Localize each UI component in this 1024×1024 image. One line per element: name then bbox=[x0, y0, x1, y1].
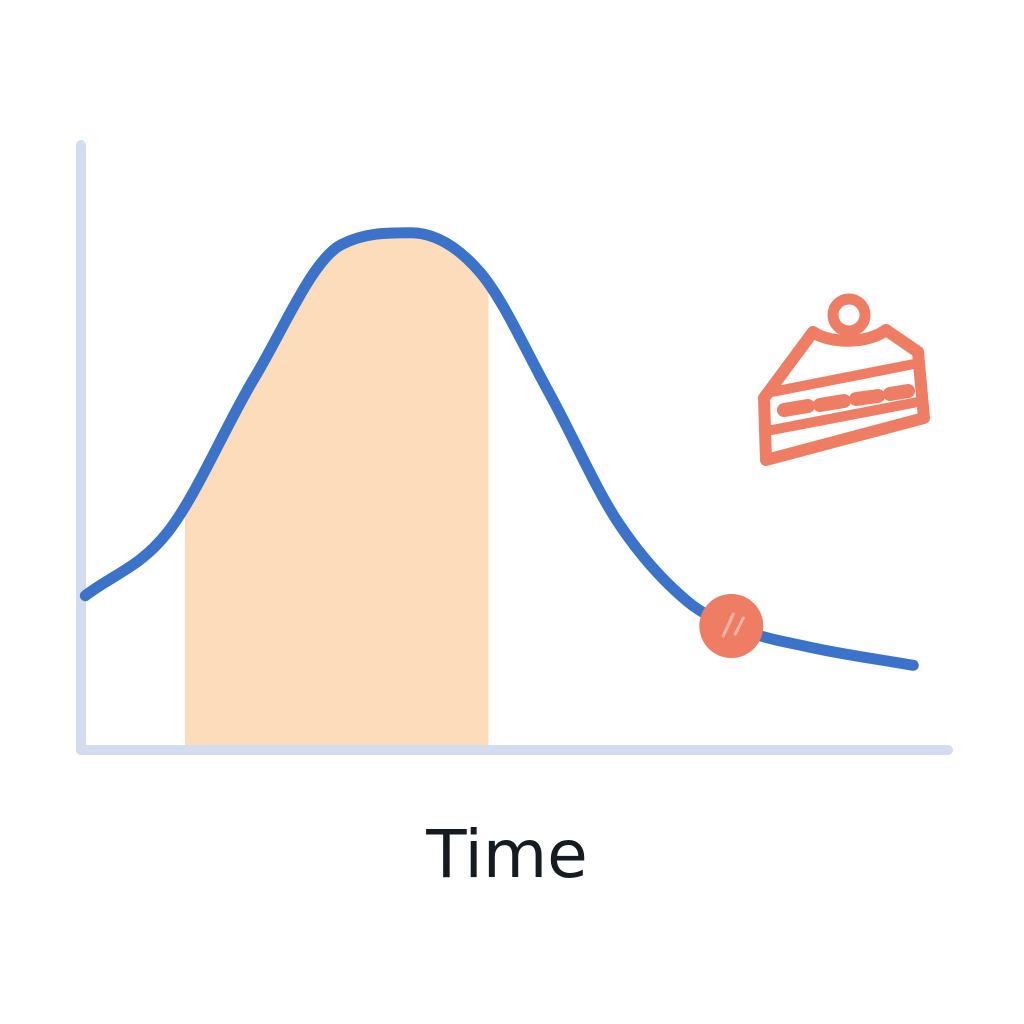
x-axis-title: Time bbox=[425, 816, 588, 893]
marker-point bbox=[699, 594, 764, 658]
highlighted-range-band bbox=[185, 232, 489, 750]
cake-slice-icon bbox=[758, 293, 930, 466]
